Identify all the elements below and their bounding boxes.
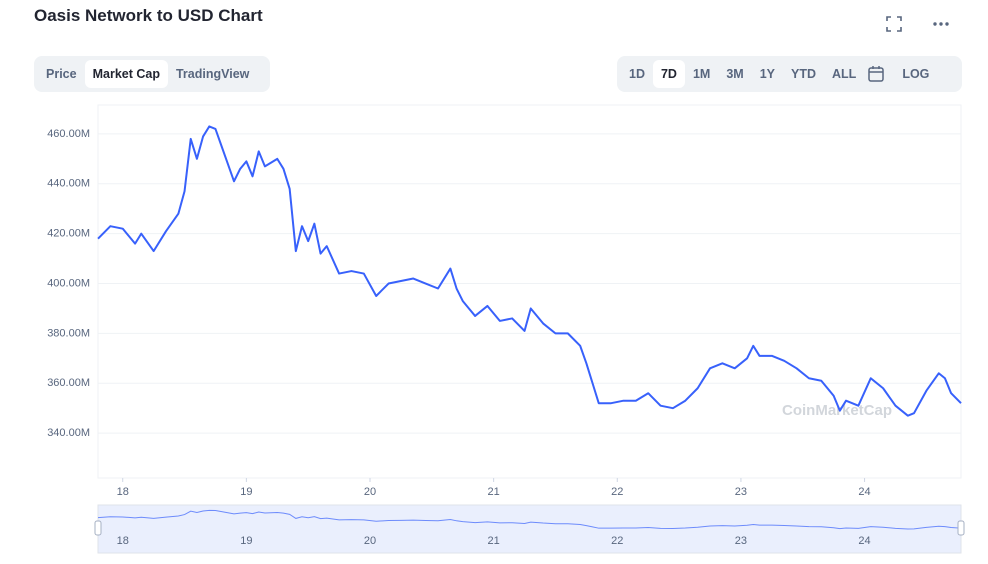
watermark: CoinMarketCap (782, 402, 892, 419)
range[interactable]: YTD (791, 67, 817, 81)
navigator-line (97, 509, 962, 530)
y-tick-label: 400.00M (47, 277, 90, 289)
range[interactable]: ALL (832, 67, 857, 81)
y-tick-label: 340.00M (47, 427, 90, 439)
navigator (97, 504, 962, 554)
x-tick-label: 20 (364, 486, 376, 498)
x-tick-label: 18 (117, 486, 129, 498)
y-tick-label: 460.00M (47, 128, 90, 140)
x-tick-label: 19 (240, 486, 252, 498)
navigator-handle (94, 520, 102, 536)
range[interactable]: 3M (726, 67, 744, 81)
range-group: 1D 7D 1M 3M 1Y YTD ALL LOG (617, 56, 962, 92)
range[interactable]: 1Y (759, 67, 776, 81)
plot-frame (97, 104, 962, 479)
fullscreen-icon[interactable] (884, 14, 904, 34)
range[interactable]: 1M (692, 67, 711, 81)
navigator-tick-label: 23 (735, 535, 747, 547)
navigator-handle (957, 520, 965, 536)
x-tick-label: 22 (611, 486, 623, 498)
navigator-tick-label: 24 (858, 535, 870, 547)
chart-title: Oasis Network to USD Chart (34, 6, 263, 25)
x-tick-label: 21 (488, 486, 500, 498)
x-tick-label: 24 (858, 486, 870, 498)
range[interactable]: 1D (629, 67, 645, 81)
tab[interactable]: Price (46, 67, 77, 81)
navigator-tick-label: 18 (117, 535, 129, 547)
x-tick-label: 23 (735, 486, 747, 498)
y-tick-label: 380.00M (47, 327, 90, 339)
price-line (97, 125, 962, 417)
log-toggle[interactable]: LOG (902, 67, 930, 81)
y-tick-label: 420.00M (47, 228, 90, 240)
navigator-tick-label: 19 (240, 535, 252, 547)
tab[interactable]: TradingView (175, 67, 250, 81)
y-tick-label: 440.00M (47, 178, 90, 190)
navigator-tick-label: 22 (611, 535, 623, 547)
navigator-tick-label: 21 (488, 535, 500, 547)
calendar-icon[interactable] (864, 64, 888, 84)
tab[interactable]: Market Cap (84, 60, 168, 88)
navigator-tick-label: 20 (364, 535, 376, 547)
y-tick-label: 360.00M (47, 377, 90, 389)
range[interactable]: 7D (652, 60, 685, 88)
more-icon[interactable] (930, 14, 952, 34)
tab-group: Price Market Cap TradingView (34, 56, 270, 92)
